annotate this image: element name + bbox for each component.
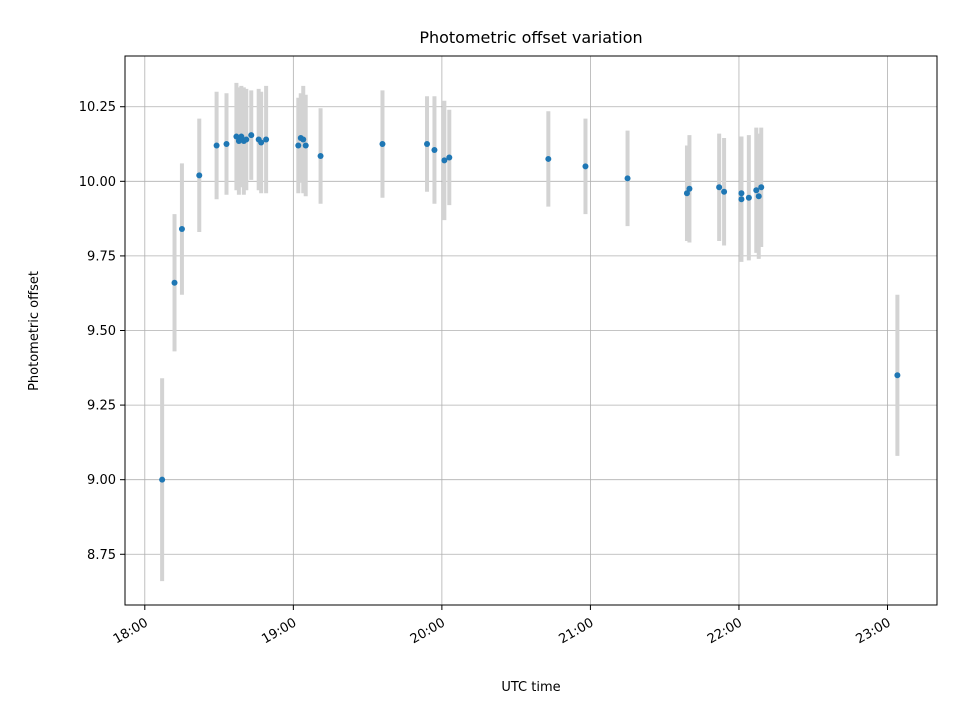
data-point xyxy=(196,172,203,179)
data-point xyxy=(258,139,265,146)
y-tick-label: 9.00 xyxy=(87,473,116,488)
data-point xyxy=(755,193,762,200)
data-point xyxy=(738,190,745,197)
data-point xyxy=(243,136,250,143)
data-point xyxy=(738,196,745,203)
y-axis-ticks: 8.75 9.00 9.25 9.50 9.75 10.00 10.25 xyxy=(79,100,125,563)
y-tick-label: 8.75 xyxy=(87,548,116,563)
data-point xyxy=(624,175,631,182)
data-point xyxy=(295,142,302,149)
data-point xyxy=(300,136,307,143)
data-point xyxy=(753,187,760,194)
data-point xyxy=(317,152,324,159)
data-points xyxy=(159,132,901,483)
data-point xyxy=(159,476,166,483)
data-point xyxy=(213,142,220,149)
data-point xyxy=(758,184,765,191)
data-point xyxy=(686,185,693,192)
data-point xyxy=(683,190,690,197)
data-point xyxy=(582,163,589,170)
y-tick-label: 10.25 xyxy=(79,100,116,115)
y-tick-label: 10.00 xyxy=(79,175,116,190)
data-point xyxy=(171,279,178,286)
data-point xyxy=(424,141,431,148)
data-point xyxy=(745,194,752,201)
data-point xyxy=(263,136,270,143)
data-point xyxy=(441,157,448,164)
y-tick-label: 9.75 xyxy=(87,249,116,264)
data-point xyxy=(235,138,242,145)
data-point xyxy=(379,141,386,148)
y-axis-label: Photometric offset xyxy=(27,271,42,391)
data-point xyxy=(223,141,230,148)
data-point xyxy=(302,142,309,149)
data-point xyxy=(431,146,438,153)
y-tick-label: 9.50 xyxy=(87,324,116,339)
y-tick-label: 9.25 xyxy=(87,399,116,414)
data-point xyxy=(233,133,240,140)
chart-title: Photometric offset variation xyxy=(419,28,642,47)
data-point xyxy=(721,188,728,195)
data-point xyxy=(238,133,245,140)
data-point xyxy=(446,154,453,161)
data-point xyxy=(545,155,552,162)
data-point xyxy=(716,184,723,191)
data-point xyxy=(894,372,901,379)
x-axis-label: UTC time xyxy=(501,680,560,695)
data-point xyxy=(178,226,185,233)
data-point xyxy=(248,132,255,139)
